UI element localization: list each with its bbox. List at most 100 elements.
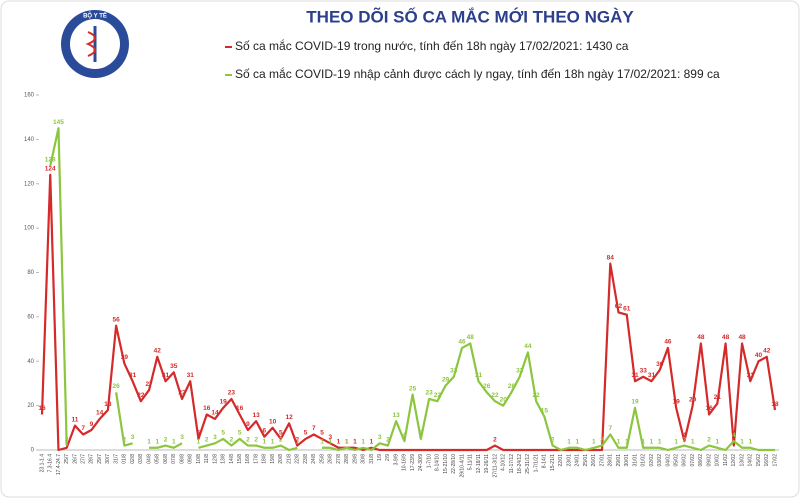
- x-tick-label: 27/01: [599, 454, 605, 467]
- data-label: 145: [53, 119, 64, 126]
- data-label: 3: [328, 434, 332, 441]
- data-label: 3: [131, 434, 135, 441]
- x-tick-label: 29/8: [352, 454, 358, 464]
- x-tick-label: 17/02: [772, 454, 778, 467]
- data-label: 2: [164, 436, 168, 443]
- data-label: 22: [137, 392, 145, 399]
- data-label: 23: [178, 390, 186, 397]
- data-label: 1: [617, 439, 621, 446]
- data-label: 5: [304, 430, 308, 437]
- data-label: 1: [172, 439, 176, 446]
- data-label: 2: [296, 436, 300, 443]
- series-line: [49, 127, 775, 452]
- data-label: 39: [121, 354, 129, 361]
- data-label: 1: [641, 439, 645, 446]
- data-label: 4: [732, 432, 736, 439]
- data-label: 46: [458, 339, 466, 346]
- data-label: 31: [162, 372, 170, 379]
- x-tick-label: 1-7/10: [426, 454, 432, 468]
- data-label: 1: [345, 439, 349, 446]
- x-tick-label: 15/02: [756, 454, 762, 467]
- data-label: 33: [450, 368, 458, 375]
- data-label: 1: [716, 439, 720, 446]
- data-label: 1: [740, 439, 744, 446]
- data-label: 5: [238, 430, 242, 437]
- data-label: 31: [631, 372, 639, 379]
- y-tick-label: 40: [27, 359, 34, 365]
- x-tick-label: 27/7: [81, 454, 87, 464]
- data-label: 22: [533, 392, 541, 399]
- x-tick-label: 17-23/9: [410, 454, 416, 471]
- data-label: 14: [96, 410, 104, 417]
- data-label: 1: [197, 439, 201, 446]
- data-label: 1: [155, 439, 159, 446]
- data-label: 2: [246, 436, 250, 443]
- x-tick-label: 13/02: [739, 454, 745, 467]
- data-label: 1: [337, 439, 341, 446]
- data-label: 13: [253, 412, 261, 419]
- data-label: 48: [467, 334, 475, 341]
- x-tick-label: 22/01: [558, 454, 564, 467]
- x-tick-label: 26/01: [591, 454, 597, 467]
- data-label: 2: [205, 436, 209, 443]
- x-tick-label: 25/7: [64, 454, 70, 464]
- data-label: 19: [631, 399, 639, 406]
- data-label: 26: [483, 383, 491, 390]
- x-tick-label: 23/01: [566, 454, 572, 467]
- data-label: 1: [592, 439, 596, 446]
- data-label: 4: [403, 432, 407, 439]
- data-label: 23: [228, 390, 236, 397]
- x-tick-label: 03/8: [138, 454, 144, 464]
- x-tick-label: 02/02: [649, 454, 655, 467]
- x-tick-label: 16/02: [764, 454, 770, 467]
- x-tick-label: 26/7: [72, 454, 78, 464]
- legend: Số ca mắc COVID-19 trong nước, tính đến …: [225, 38, 720, 81]
- data-label: 2: [683, 436, 687, 443]
- data-label: 2: [254, 436, 258, 443]
- y-tick-label: 100: [24, 226, 35, 232]
- logo: BỘ Y TẾ: [61, 10, 129, 78]
- data-label: 84: [607, 254, 615, 261]
- data-label: 7: [608, 425, 612, 432]
- x-tick-label: 28/8: [344, 454, 350, 464]
- data-label: 31: [187, 372, 195, 379]
- x-tick-label: 30/8: [361, 454, 367, 464]
- x-tick-label: 15-21/1: [550, 454, 556, 471]
- x-tick-label: 08/02: [698, 454, 704, 467]
- x-tick-label: 27/8: [336, 454, 342, 464]
- y-tick-label: 80: [27, 270, 34, 276]
- data-label: 9: [90, 421, 94, 428]
- data-label: 62: [615, 303, 623, 310]
- data-label: 1: [576, 439, 580, 446]
- data-label: 26: [113, 383, 121, 390]
- data-label: 15: [541, 407, 549, 414]
- data-label: 2: [732, 436, 736, 443]
- x-tick-label: 15-21/10: [443, 454, 449, 474]
- data-label: 1: [147, 439, 151, 446]
- x-tick-label: 08/8: [179, 454, 185, 464]
- x-tick-label: 16/8: [245, 454, 251, 464]
- x-tick-label: 24-30/9: [418, 454, 424, 471]
- data-label: 4: [683, 432, 687, 439]
- x-tick-label: 10/8: [196, 454, 202, 464]
- data-label: 1: [353, 439, 357, 446]
- data-label: 42: [763, 348, 771, 355]
- x-tick-label: 10/02: [715, 454, 721, 467]
- x-tick-label: 06/02: [682, 454, 688, 467]
- x-tick-label: 21/8: [286, 454, 292, 464]
- x-tick-label: 12-18/11: [476, 454, 482, 474]
- x-tick-label: 13/8: [221, 454, 227, 464]
- y-tick-label: 160: [24, 93, 35, 99]
- data-label: 1: [296, 439, 300, 446]
- data-label: 2: [551, 436, 555, 443]
- x-tick-label: 7.3-16.4: [48, 454, 54, 473]
- data-label: 16: [705, 405, 713, 412]
- x-tick-label: 25/8: [319, 454, 325, 464]
- data-label: 2: [493, 436, 497, 443]
- x-tick-label: 12/02: [731, 454, 737, 467]
- x-tick-label: 23/8: [303, 454, 309, 464]
- data-label: 42: [154, 348, 162, 355]
- x-tick-label: 14/02: [748, 454, 754, 467]
- data-label: 48: [738, 334, 746, 341]
